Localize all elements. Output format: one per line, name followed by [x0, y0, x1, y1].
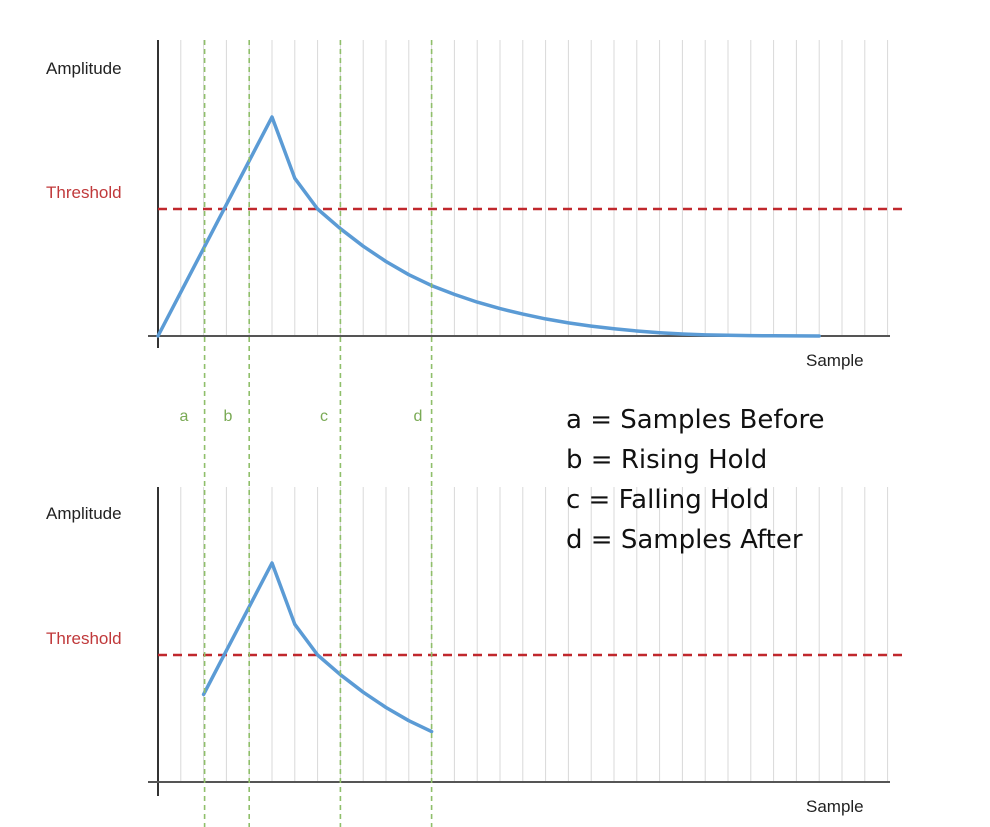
legend-item-b: b = Rising Hold — [566, 445, 768, 475]
marker-label-a: a — [180, 408, 189, 425]
marker-label-b: b — [224, 408, 233, 425]
y-axis-label: Amplitude — [46, 504, 122, 523]
legend-item-a: a = Samples Before — [566, 405, 825, 435]
signal-line — [156, 115, 821, 338]
legend-item-d: d = Samples After — [566, 525, 803, 555]
x-axis-label: Sample — [806, 351, 864, 370]
legend-item-c: c = Falling Hold — [566, 485, 770, 515]
marker-label-c: c — [320, 408, 328, 425]
y-axis-label: Amplitude — [46, 59, 122, 78]
threshold-label: Threshold — [46, 629, 122, 648]
chart-panel-captured: Amplitude Sample Threshold — [46, 487, 905, 816]
chart-panel-full: Amplitude Sample Threshold — [46, 40, 905, 370]
x-axis-label: Sample — [806, 797, 864, 816]
legend: a = Samples Before b = Rising Hold c = F… — [566, 400, 825, 560]
marker-label-d: d — [414, 408, 423, 425]
threshold-label: Threshold — [46, 183, 122, 202]
